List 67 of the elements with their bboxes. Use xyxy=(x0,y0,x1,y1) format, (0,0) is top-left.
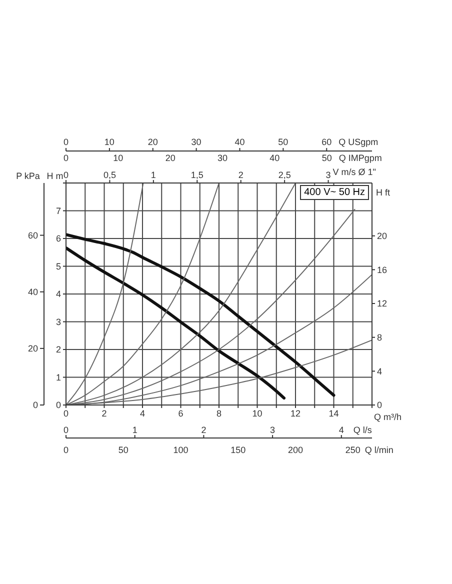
x-tick-label: 8 xyxy=(216,408,222,418)
text: 30 xyxy=(191,137,202,147)
x-tick-label: 12 xyxy=(290,408,301,418)
x2-tick-label: 0,5 xyxy=(103,170,116,180)
x-tick-label: 4 xyxy=(140,408,146,418)
text: 50 xyxy=(118,445,128,455)
x2-tick-label: 2 xyxy=(238,170,244,180)
text: 50 xyxy=(278,137,288,147)
x-tick-label: 6 xyxy=(178,408,184,418)
y2-tick-label: 0 xyxy=(32,400,38,410)
x2-tick-label: 0 xyxy=(63,170,69,180)
text: 2 xyxy=(201,425,206,435)
x2-tick-label: 3 xyxy=(326,170,331,180)
y3-tick-label: 16 xyxy=(377,264,388,275)
text: 60 xyxy=(322,137,332,147)
y-tick-label: 4 xyxy=(56,289,61,300)
y-tick-label: 6 xyxy=(56,234,61,244)
text: Q IMPgpm xyxy=(338,153,382,163)
text: 50 xyxy=(322,153,332,163)
x2-tick-label: 2,5 xyxy=(278,170,291,180)
x2-axis-title: V m/s Ø 1" xyxy=(332,167,376,178)
y2-tick-label: 40 xyxy=(28,287,38,298)
y-tick-label: 0 xyxy=(56,400,61,410)
y3-tick-label: 4 xyxy=(377,366,382,376)
y-tick-label: 3 xyxy=(56,316,61,327)
text: 0 xyxy=(63,137,69,147)
y3-tick-label: 20 xyxy=(377,231,388,242)
x2-tick-label: 1 xyxy=(150,170,156,180)
y-tick-label: 2 xyxy=(56,344,61,355)
text: 0 xyxy=(63,445,69,455)
text: 20 xyxy=(148,137,158,147)
text: 30 xyxy=(217,153,228,163)
text: 0 xyxy=(63,425,69,435)
text: 150 xyxy=(230,445,246,455)
text: 10 xyxy=(113,153,124,163)
text: 40 xyxy=(234,137,245,147)
y-tick-label: 1 xyxy=(56,372,61,382)
y2-tick-label: 20 xyxy=(28,344,38,354)
text: 20 xyxy=(165,153,176,163)
y3-tick-label: 0 xyxy=(377,400,382,410)
text: 100 xyxy=(173,445,188,455)
y3-tick-label: 12 xyxy=(377,298,388,309)
y3-axis-title: H ft xyxy=(376,187,390,198)
y2-tick-label: 60 xyxy=(28,230,38,240)
text: 0 xyxy=(63,153,69,163)
text: Q USgpm xyxy=(338,137,378,147)
x-axis-title: Q m³/h xyxy=(374,412,402,422)
text: Q l/min xyxy=(364,445,394,455)
text: Q l/s xyxy=(353,425,372,435)
y-tick-label: 7 xyxy=(56,206,61,216)
text: 200 xyxy=(288,445,304,455)
x-tick-label: 10 xyxy=(252,408,262,418)
text: 40 xyxy=(270,153,280,163)
x2-tick-label: 1,5 xyxy=(190,170,204,180)
text: 4 xyxy=(338,425,344,435)
y-tick-label: 5 xyxy=(56,261,61,272)
text: 3 xyxy=(270,425,276,435)
text: 1 xyxy=(132,425,138,435)
x-tick-label: 0 xyxy=(63,408,69,418)
annotation: 400 V~ 50 Hz xyxy=(300,185,369,200)
text: 250 xyxy=(345,445,360,455)
x-tick-label: 14 xyxy=(328,408,339,418)
y3-tick-label: 8 xyxy=(377,332,382,343)
x-tick-label: 2 xyxy=(102,408,107,418)
y2-axis-title: P kPa xyxy=(16,171,40,181)
text: 10 xyxy=(104,137,114,147)
y-axis-title: H m xyxy=(46,171,64,181)
